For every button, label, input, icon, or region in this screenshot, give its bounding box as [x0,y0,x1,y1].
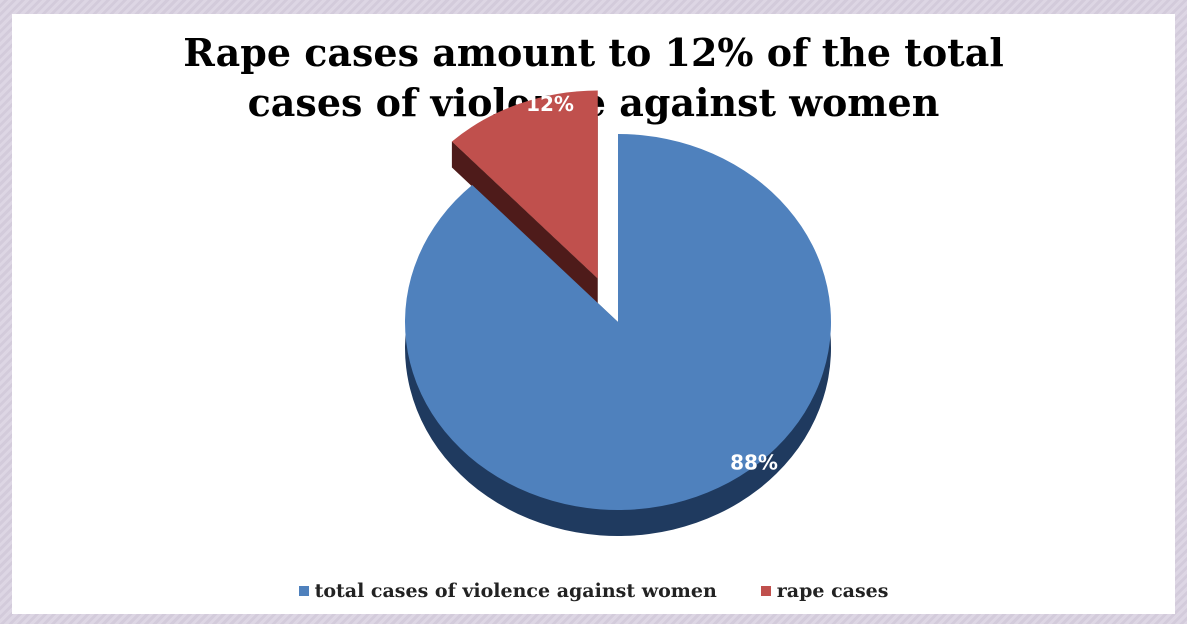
chart-legend: total cases of violence against women ra… [12,580,1175,602]
legend-item-rape-cases: rape cases [760,580,889,602]
legend-label-rape-cases: rape cases [776,580,889,602]
pie-slice-total-cases [405,134,832,510]
legend-label-total-cases: total cases of violence against women [314,580,717,602]
pie-slice-rape-cases [451,90,598,279]
data-label-rape-cases: 12% [526,92,574,116]
pie-chart: 88% 12% [405,90,832,536]
legend-swatch-total-cases [298,586,309,596]
pie-slices-group [405,90,832,510]
chart-panel: Rape cases amount to 12% of the total ca… [12,14,1175,614]
legend-swatch-rape-cases [760,586,771,596]
chart-title-line-1: Rape cases amount to 12% of the total [183,30,1004,75]
chart-title: Rape cases amount to 12% of the total ca… [12,28,1175,128]
data-label-total-cases: 88% [730,450,778,474]
pie-labels-group: 88% 12% [526,92,778,474]
pie-slice-wall-rape-cases [451,141,598,305]
legend-item-total-cases: total cases of violence against women [298,580,717,602]
